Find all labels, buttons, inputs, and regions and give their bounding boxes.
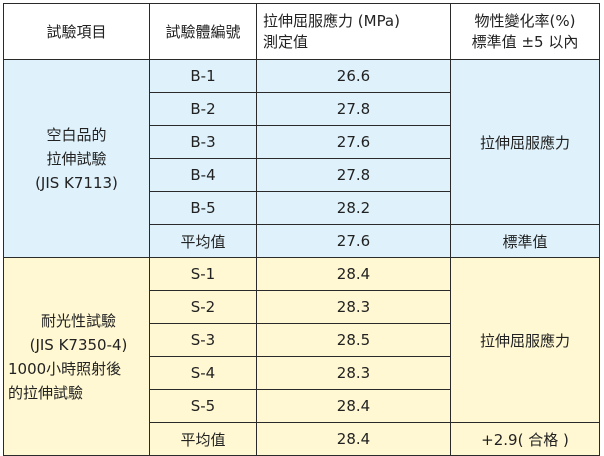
group-light-label-line: 1000小時照射後 xyxy=(8,359,122,378)
measured-value: 28.3 xyxy=(256,290,451,324)
measured-value: 28.2 xyxy=(256,191,451,225)
measured-value: 28.5 xyxy=(256,323,451,357)
table-row: 空白品的 拉伸試驗 (JIS K7113) B-1 26.6 拉伸屈服應力 xyxy=(3,59,600,258)
specimen-id: S-4 xyxy=(149,356,257,390)
average-note: +2.9( 合格 ) xyxy=(450,422,600,456)
measured-value: 28.4 xyxy=(256,257,451,291)
group-light-label-line: (JIS K7350-4) xyxy=(29,335,128,354)
specimen-id: B-4 xyxy=(149,158,257,192)
group-blank-label-line: 空白品的 xyxy=(46,125,107,144)
group-light-label-line: 的拉伸試驗 xyxy=(8,383,84,402)
average-note: 標準值 xyxy=(450,224,600,258)
header-yield-stress-line1: 拉伸屈服應力 (MPa) xyxy=(263,11,400,30)
specimen-id: S-1 xyxy=(149,257,257,291)
group-light-label-line: 耐光性試驗 xyxy=(40,311,116,330)
average-value: 28.4 xyxy=(256,422,451,456)
header-yield-stress-line2: 測定值 xyxy=(263,32,309,51)
specimen-id: B-1 xyxy=(149,59,257,93)
specimen-id: S-2 xyxy=(149,290,257,324)
group-blank-label: 空白品的 拉伸試驗 (JIS K7113) xyxy=(3,59,150,258)
average-value: 27.6 xyxy=(256,224,451,258)
average-label: 平均值 xyxy=(149,422,257,456)
measured-value: 28.3 xyxy=(256,356,451,390)
group-blank-label-line: 拉伸試驗 xyxy=(46,149,107,168)
specimen-id: S-3 xyxy=(149,323,257,357)
header-change-rate-line2: 標準值 ±5 以內 xyxy=(471,32,579,51)
specimen-id: B-3 xyxy=(149,125,257,159)
measured-value: 26.6 xyxy=(256,59,451,93)
test-results-table: 試驗項目 試驗體編號 拉伸屈服應力 (MPa) 測定值 物性變化率(%) 標準值… xyxy=(3,3,600,456)
table-row: 耐光性試驗 (JIS K7350-4) 1000小時照射後 的拉伸試驗 S-1 … xyxy=(3,257,600,456)
header-specimen-no: 試驗體編號 xyxy=(149,3,257,60)
header-row: 試驗項目 試驗體編號 拉伸屈服應力 (MPa) 測定值 物性變化率(%) 標準值… xyxy=(3,3,600,60)
group-blank-property: 拉伸屈服應力 xyxy=(450,59,600,225)
table-row: S-2 28.3 xyxy=(3,290,600,324)
group-light-property: 拉伸屈服應力 xyxy=(450,257,600,423)
specimen-id: B-5 xyxy=(149,191,257,225)
header-test-item: 試驗項目 xyxy=(3,3,150,60)
measured-value: 27.8 xyxy=(256,158,451,192)
header-yield-stress: 拉伸屈服應力 (MPa) 測定值 xyxy=(256,3,451,60)
header-change-rate-line1: 物性變化率(%) xyxy=(474,11,576,30)
header-change-rate: 物性變化率(%) 標準值 ±5 以內 xyxy=(450,3,600,60)
specimen-id: S-5 xyxy=(149,389,257,423)
average-label: 平均值 xyxy=(149,224,257,258)
specimen-id: B-2 xyxy=(149,92,257,126)
measured-value: 27.8 xyxy=(256,92,451,126)
group-light-label: 耐光性試驗 (JIS K7350-4) 1000小時照射後 的拉伸試驗 xyxy=(3,257,150,456)
measured-value: 27.6 xyxy=(256,125,451,159)
measured-value: 28.4 xyxy=(256,389,451,423)
group-blank-label-line: (JIS K7113) xyxy=(35,173,118,192)
